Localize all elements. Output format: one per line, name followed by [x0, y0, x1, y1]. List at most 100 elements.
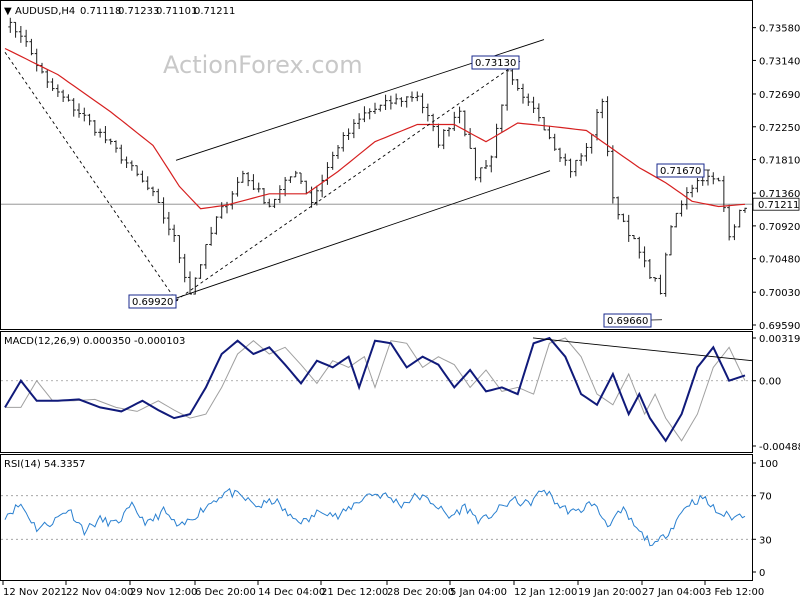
ohlc-bar [246, 172, 251, 187]
rsi-axis: 100 70 30 0 [752, 459, 778, 579]
ohlc-bar [314, 185, 319, 206]
ohlc-bar [230, 191, 235, 210]
ohlc-bar [166, 211, 171, 236]
rsi-line [4, 487, 746, 547]
ohlc-bar [119, 144, 124, 164]
current-price-label: 0.71211 [758, 200, 799, 211]
trend-dashed-line [175, 60, 521, 301]
ohlc-bar [404, 96, 409, 108]
ohlc-bar [177, 235, 182, 264]
macd-layer [1, 336, 753, 443]
ohlc-bar [40, 62, 44, 74]
ohlc-bar [203, 243, 208, 269]
time-tick-label: 27 Jan 04:00 [642, 587, 705, 598]
rsi-tick-label: 0 [759, 568, 765, 579]
ohlc-bar [383, 94, 388, 111]
watermark: ActionForex.com [163, 51, 363, 79]
ohlc-bar [674, 212, 679, 228]
ohlc-bar [584, 143, 589, 162]
ohlc-bar [320, 174, 325, 198]
ohlc-bar [695, 177, 700, 193]
ohlc-bar [346, 128, 351, 140]
header-open: 0.71118 [80, 6, 121, 17]
time-tick-label: 12 Jan 12:00 [514, 587, 577, 598]
ohlc-bar [468, 128, 473, 149]
ohlc-bar [161, 197, 166, 224]
ohlc-bar [188, 271, 192, 295]
ohlc-bar [711, 172, 716, 185]
ohlc-bar [108, 138, 113, 145]
ohlc-bar [621, 213, 626, 223]
rsi-title: RSI(14) 54.3357 [4, 459, 85, 470]
ohlc-bar [225, 201, 229, 214]
price-tick-label: 0.73140 [759, 56, 800, 67]
ohlc-bar [240, 170, 245, 183]
ohlc-bar [526, 93, 531, 106]
ohlc-bar [34, 48, 39, 72]
header-arrow: ▼ [4, 6, 12, 17]
ohlc-bar [283, 176, 288, 197]
ohlc-bar [573, 159, 578, 177]
annotation-box [656, 163, 705, 178]
ohlc-bar [478, 167, 483, 183]
ohlc-bar [536, 103, 541, 122]
ohlc-bar [145, 176, 150, 191]
ohlc-bar [600, 98, 605, 119]
ohlc-bar [515, 78, 520, 91]
ohlc-bar [92, 120, 97, 136]
ohlc-bar [45, 69, 50, 88]
ohlc-bar [568, 158, 573, 178]
ohlc-bar [727, 204, 732, 241]
ohlc-bar [531, 96, 536, 113]
ohlc-bar [325, 162, 330, 185]
macd-title: MACD(12,26,9) 0.000350 -0.000103 [4, 336, 185, 347]
ohlc-bar [706, 169, 710, 186]
price-tick-label: 0.72690 [759, 90, 800, 101]
ohlc-bar [679, 200, 684, 217]
ohlc-bar [18, 25, 23, 43]
ohlc-bar [235, 177, 240, 197]
price-tick-label: 0.73580 [759, 24, 800, 35]
ohlc-bar [558, 147, 562, 162]
ohlc-bar [431, 113, 436, 132]
ohlc-bar [436, 123, 441, 148]
header-low: 0.71101 [156, 6, 197, 17]
ohlc-bar [415, 91, 420, 102]
ohlc-bar [140, 170, 145, 183]
price-annotation: 0.69920 [128, 294, 179, 309]
ohlc-bar [341, 132, 346, 152]
price-axis: 0.73580 0.73140 0.72690 0.72250 0.71810 0.713… [752, 24, 800, 332]
ohlc-bar [489, 155, 494, 173]
ohlc-bar [251, 174, 256, 191]
macd-signal-line [5, 337, 746, 442]
ohlc-bar [114, 140, 118, 153]
ohlc-bar [98, 128, 103, 138]
ohlc-bar [441, 129, 446, 150]
ohlc-bar [151, 186, 155, 197]
ohlc-bar [262, 188, 266, 205]
ohlc-bar [336, 145, 340, 159]
price-header: ▼ AUDUSD,H4 0.71118 0.71233 0.71101 0.71… [4, 6, 235, 17]
time-tick-label: 29 Nov 12:00 [130, 587, 197, 598]
ohlc-bar [663, 252, 668, 297]
ohlc-bar [669, 225, 673, 256]
annotation-label: 0.69920 [132, 297, 173, 308]
ohlc-bar [425, 103, 430, 122]
macd-axis: 0.003199 0.00 -0.004887 [752, 334, 800, 453]
ohlc-bar [256, 182, 261, 193]
macd-panel-frame [0, 331, 753, 453]
ohlc-bar [378, 104, 383, 112]
ohlc-bar [399, 97, 404, 107]
macd-line [4, 336, 746, 443]
header-high: 0.71233 [118, 6, 159, 17]
ohlc-bar [499, 104, 504, 133]
price-annotation: 0.73130 [471, 55, 521, 70]
macd-tick-label: 0.00 [759, 377, 781, 388]
annotation-label: 0.73130 [475, 58, 516, 69]
annotation-box [471, 55, 520, 70]
header-symbol: AUDUSD,H4 [15, 6, 75, 17]
ohlc-bar [87, 113, 92, 126]
time-tick-label: 21 Dec 12:00 [321, 587, 388, 598]
ohlc-bar [129, 160, 134, 171]
